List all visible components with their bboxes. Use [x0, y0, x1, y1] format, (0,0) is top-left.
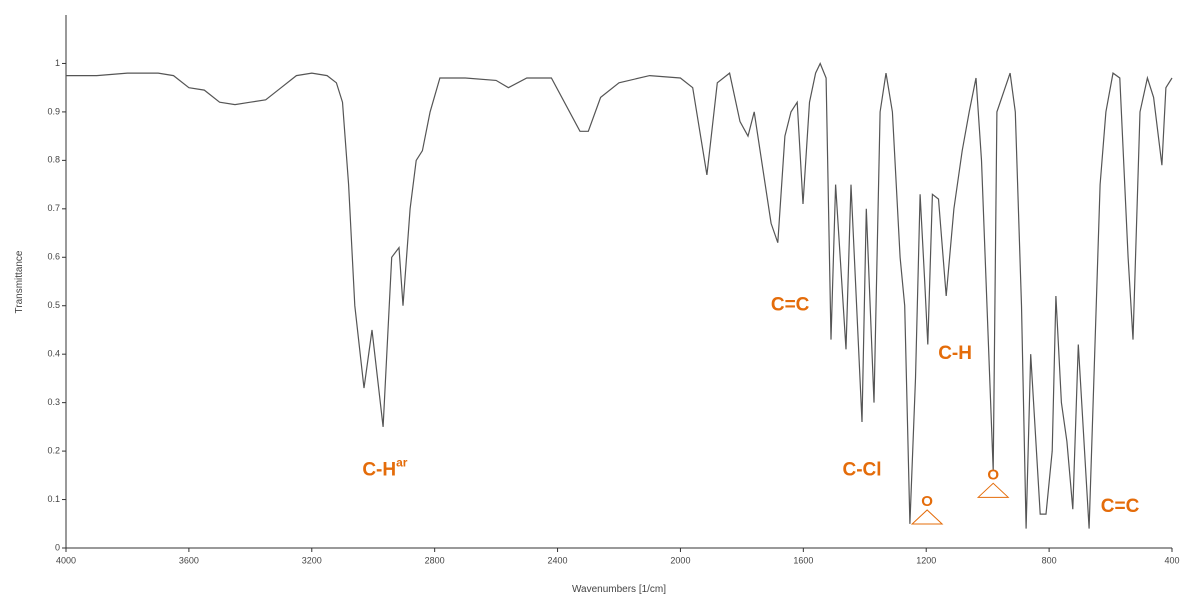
- epoxide-oxygen: O: [921, 493, 933, 510]
- y-tick-label: 0.1: [47, 494, 60, 504]
- y-tick-label: 0.6: [47, 252, 60, 262]
- epoxide-oxygen: O: [987, 466, 999, 483]
- y-tick-label: 0.2: [47, 445, 60, 455]
- annotation-superscript: ar: [396, 456, 408, 470]
- annotation: C-Cl: [842, 459, 881, 480]
- y-tick-label: 0: [55, 542, 60, 552]
- y-tick-label: 0.3: [47, 397, 60, 407]
- annotation-text: C=C: [1101, 496, 1140, 517]
- annotation: C-Har: [362, 456, 407, 481]
- y-tick-label: 0.7: [47, 203, 60, 213]
- annotation-text: C=C: [771, 295, 810, 316]
- annotation: C=C: [1101, 496, 1140, 517]
- x-axis-label: Wavenumbers [1/cm]: [572, 584, 666, 595]
- x-tick-label: 2400: [548, 555, 568, 565]
- annotation-text: C-Cl: [842, 459, 881, 480]
- y-tick-label: 0.9: [47, 106, 60, 116]
- y-tick-label: 0.5: [47, 300, 60, 310]
- annotation-text: C-H: [938, 343, 972, 364]
- epoxide-ring: [976, 482, 1010, 498]
- epoxide-ring: [910, 509, 944, 525]
- y-tick-label: 0.8: [47, 155, 60, 165]
- x-tick-label: 3200: [302, 555, 322, 565]
- y-tick-label: 1: [55, 58, 60, 68]
- annotation-text: C-H: [362, 459, 396, 480]
- x-tick-label: 1200: [916, 555, 936, 565]
- x-tick-label: 400: [1164, 555, 1179, 565]
- x-tick-label: 800: [1042, 555, 1057, 565]
- y-tick-label: 0.4: [47, 349, 60, 359]
- x-tick-label: 4000: [56, 555, 76, 565]
- y-axis-label: Transmittance: [14, 250, 25, 313]
- annotation: C-H: [938, 343, 972, 364]
- x-tick-label: 2800: [425, 555, 445, 565]
- spectrum-line: [66, 62, 1173, 529]
- x-tick-label: 2000: [670, 555, 690, 565]
- annotation: C=C: [771, 295, 810, 316]
- x-tick-label: 1600: [793, 555, 813, 565]
- x-tick-label: 3600: [179, 555, 199, 565]
